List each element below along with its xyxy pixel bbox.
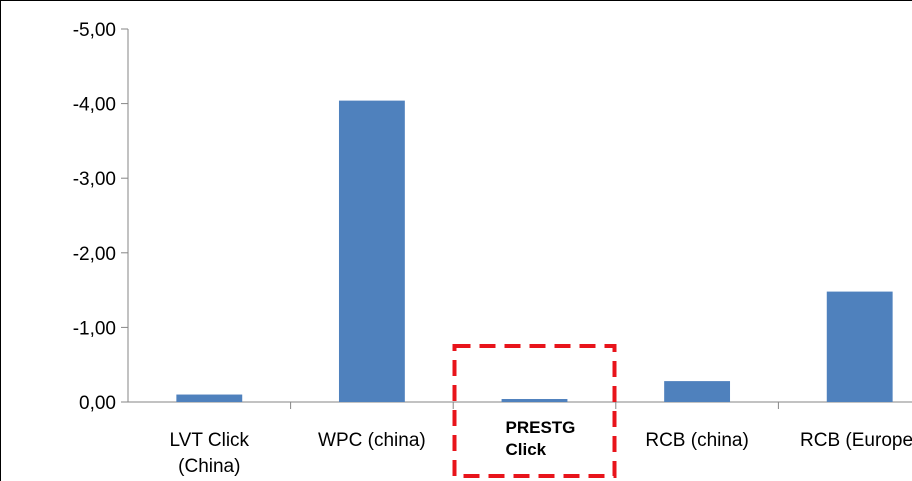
y-tick-label: -1,00 [73, 318, 116, 339]
x-tick-label-line: WPC (china) [318, 430, 426, 451]
x-axis: LVT Click (China) WPC (china) PRESTG Click RC… [128, 401, 912, 477]
y-tick-label: -2,00 [73, 244, 116, 265]
y-axis: -5,00 -4,00 -3,00 -2,00 -1,00 0,00 [73, 20, 129, 414]
bar [176, 394, 243, 402]
bar [338, 100, 405, 402]
x-tick-label-line: PRESTG [506, 418, 576, 437]
x-tick-label: LVT Click (China) [170, 430, 250, 477]
highlight-annotation [452, 344, 617, 478]
highlight-dashed-box [452, 344, 617, 478]
x-tick-label-line: (China) [178, 456, 240, 477]
x-tick-label: PRESTG Click [506, 418, 576, 459]
bars [176, 100, 893, 402]
x-tick-label: RCB (Europe) [800, 430, 912, 451]
bar [826, 291, 893, 402]
x-tick-label-line: RCB (china) [645, 430, 748, 451]
x-tick-label-line: RCB (Europe) [800, 430, 912, 451]
y-tick-label: -4,00 [73, 95, 116, 116]
y-tick-label: 0,00 [79, 393, 116, 414]
y-tick-label: -3,00 [73, 169, 116, 190]
x-tick-label: RCB (china) [645, 430, 748, 451]
bar [501, 399, 568, 402]
bar [664, 381, 731, 402]
x-tick-label-line: Click [506, 440, 547, 459]
x-tick-label: WPC (china) [318, 430, 426, 451]
x-tick-label-line: LVT Click [170, 430, 250, 451]
y-tick-label: -5,00 [73, 20, 116, 41]
